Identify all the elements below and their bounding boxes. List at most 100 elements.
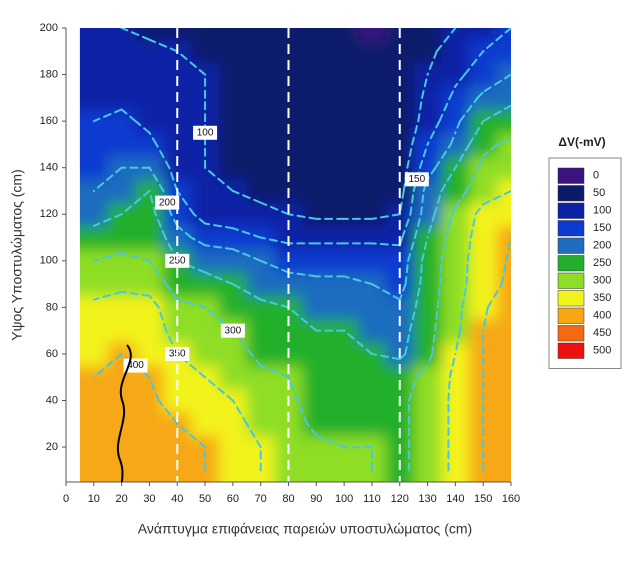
contour-label-box	[220, 323, 245, 338]
cell	[246, 202, 276, 227]
legend-title: ΔV(-mV)	[558, 135, 605, 149]
cell	[135, 86, 164, 110]
cell	[107, 109, 137, 134]
legend-swatch	[557, 290, 585, 307]
cell	[218, 435, 248, 460]
cell	[246, 28, 276, 41]
cell	[385, 319, 415, 343]
cell	[358, 179, 387, 204]
contour-line	[459, 96, 479, 123]
cell	[302, 342, 331, 367]
contour-line	[421, 73, 429, 99]
contour-line	[409, 189, 415, 216]
cell	[441, 319, 470, 343]
contour-line	[120, 108, 137, 123]
cell	[497, 62, 511, 87]
cell	[358, 249, 387, 273]
contour-line	[259, 364, 290, 379]
y-tick-label: 160	[40, 115, 58, 127]
cell	[191, 319, 220, 343]
x-tick-label: 20	[116, 493, 128, 505]
contour-line	[454, 120, 462, 134]
cell	[218, 109, 248, 134]
contour-line	[343, 329, 373, 355]
cell	[302, 86, 331, 110]
cell	[358, 28, 387, 41]
cell	[135, 272, 164, 297]
contour-line	[120, 252, 151, 262]
cell	[330, 249, 359, 273]
cell	[330, 62, 359, 87]
contour-line	[155, 143, 171, 169]
x-tick-label: 140	[446, 493, 464, 505]
contour-line	[434, 143, 452, 169]
cell	[358, 86, 387, 110]
x-tick-label: 70	[255, 493, 267, 505]
contour-line	[245, 422, 262, 449]
cell	[274, 319, 303, 343]
legend-swatch	[557, 255, 585, 272]
cell	[330, 179, 359, 204]
contour-label: 200	[159, 197, 176, 208]
contour-line	[482, 73, 511, 94]
cell	[163, 458, 192, 482]
cell	[218, 295, 248, 320]
cell	[330, 272, 359, 297]
x-tick-label: 80	[282, 493, 294, 505]
cell	[302, 249, 331, 273]
cell	[469, 295, 498, 320]
contour-line	[433, 189, 443, 216]
cell	[246, 179, 276, 204]
contour-line	[296, 399, 309, 425]
cell	[218, 249, 248, 273]
x-tick-label: 40	[171, 493, 183, 505]
cell	[469, 156, 498, 180]
cell	[218, 202, 248, 227]
legend-swatch	[557, 272, 585, 289]
contour-line	[148, 294, 160, 309]
cell	[441, 109, 470, 134]
contour-line	[426, 50, 438, 76]
cell	[107, 39, 137, 64]
cell	[246, 156, 276, 180]
contour-line	[476, 91, 485, 99]
cell	[79, 39, 109, 64]
cell	[330, 295, 359, 320]
contour-line	[417, 96, 423, 123]
contour-line	[120, 189, 151, 216]
contour-line	[176, 189, 195, 216]
contour-line	[401, 213, 412, 239]
cell	[302, 202, 331, 227]
contour-line	[92, 213, 123, 227]
contour-line	[469, 213, 477, 239]
contour-line	[426, 352, 434, 367]
cell	[413, 295, 442, 320]
y-tick-label: 180	[40, 68, 58, 80]
cell	[441, 435, 470, 460]
cell	[330, 342, 359, 367]
cell	[246, 272, 276, 297]
y-tick-label: 20	[46, 441, 58, 453]
cell	[330, 109, 359, 134]
contour-line	[438, 96, 451, 123]
overlay: 1001502002503003504000102030405060708090…	[40, 22, 622, 505]
cell	[441, 86, 470, 110]
contour-line	[439, 259, 443, 286]
y-tick-label: 140	[40, 162, 58, 174]
x-tick-label: 10	[88, 493, 100, 505]
contour-line	[496, 137, 511, 146]
cell	[302, 28, 331, 41]
contour-line	[204, 271, 234, 286]
cell	[441, 388, 470, 413]
cell	[163, 319, 192, 343]
cell	[497, 132, 511, 157]
contour-line	[408, 306, 417, 332]
cell	[218, 28, 248, 41]
cell	[330, 225, 359, 250]
cell	[469, 62, 498, 87]
cell	[246, 365, 276, 390]
x-tick-label: 0	[63, 493, 69, 505]
cell	[302, 388, 331, 413]
cell	[79, 365, 109, 390]
